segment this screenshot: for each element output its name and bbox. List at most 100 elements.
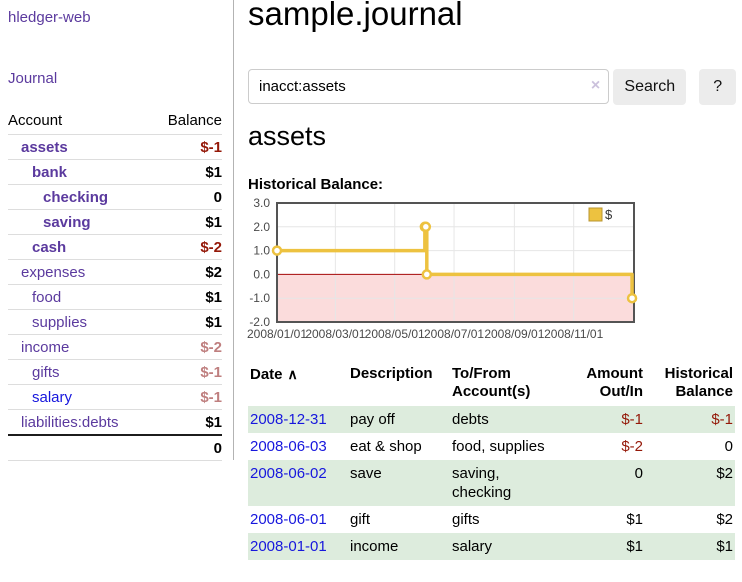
register-amount: $1 (626, 538, 643, 555)
balance-column-header: Balance (151, 108, 222, 135)
search-button[interactable]: Search (613, 69, 687, 105)
column-header-tofrom[interactable]: To/From Account(s) (452, 365, 531, 400)
register-row: 2008-06-01 gift gifts $1 $2 (248, 506, 735, 533)
x-tick-label: 2008/07/01 (424, 327, 484, 341)
account-row: expenses $2 (8, 259, 222, 285)
account-balance: $1 (151, 284, 222, 310)
sort-asc-icon: ∧ (287, 366, 298, 382)
x-tick-label: 2008/01/01 (247, 327, 307, 341)
register-balance: $2 (716, 465, 733, 482)
plot-border (276, 202, 635, 323)
column-header-historical[interactable]: Historical Balance (664, 365, 733, 400)
register-description: eat & shop (350, 438, 422, 455)
account-link[interactable]: checking (43, 189, 109, 206)
account-row: liabilities:debts $1 (8, 410, 222, 436)
clear-search-icon[interactable]: × (590, 77, 601, 94)
chart-title: Historical Balance: (248, 176, 384, 193)
register-row: 2008-06-02 save saving, checking 0 $2 (248, 460, 735, 506)
x-tick-label: 2008/09/01 (484, 327, 544, 341)
app-brand: hledger-web (8, 9, 222, 26)
y-tick-label: -1.0 (249, 291, 270, 305)
data-point-marker (271, 245, 283, 256)
register-amount: $1 (626, 511, 643, 528)
register-amount: 0 (634, 465, 643, 482)
account-row: saving $1 (8, 209, 222, 235)
register-balance: $1 (716, 538, 733, 555)
account-row: gifts $-1 (8, 359, 222, 385)
data-point-marker (421, 269, 433, 280)
register-accounts: salary (452, 538, 493, 555)
account-link[interactable]: assets (21, 139, 68, 156)
y-tick-label: 3.0 (253, 196, 270, 210)
account-row: supplies $1 (8, 309, 222, 335)
search-input[interactable] (248, 69, 610, 104)
account-link[interactable]: salary (32, 389, 73, 406)
register-accounts: gifts (452, 511, 480, 528)
account-link[interactable]: expenses (21, 264, 86, 281)
register-amount: $-2 (621, 438, 643, 455)
legend-label: $ (605, 207, 613, 222)
sidebar-item-journal[interactable]: Journal (8, 70, 58, 87)
register-rows: 2008-12-31 pay off debts $-1 $-1 2008-06-03 ea… (248, 406, 735, 560)
register-row: 2008-06-03 eat & shop food, supplies $-2 0 (248, 433, 735, 460)
register-description: income (350, 538, 399, 555)
account-link[interactable]: supplies (32, 314, 88, 331)
account-balance: 0 (151, 184, 222, 210)
account-balance: $1 (151, 159, 222, 185)
account-balance: $1 (151, 309, 222, 335)
search-bar: × Search ? (248, 69, 736, 105)
account-balance: $2 (151, 259, 222, 285)
register-row: 2008-01-01 income salary $1 $1 (248, 533, 735, 560)
register-description: pay off (350, 411, 395, 428)
register-date-link[interactable]: 2008-01-01 (250, 538, 327, 555)
help-button[interactable]: ? (699, 69, 736, 105)
y-tick-label: 1.0 (253, 244, 270, 258)
data-point-marker (626, 292, 638, 304)
account-link[interactable]: saving (43, 214, 91, 231)
register-balance: $-1 (711, 411, 733, 428)
sidebar-nav: Journal (8, 70, 222, 87)
column-header-description[interactable]: Description (350, 365, 433, 382)
account-balance: $-2 (151, 234, 222, 260)
account-row: food $1 (8, 284, 222, 310)
register-accounts: debts (452, 411, 489, 428)
search-box: × (248, 69, 610, 105)
register-table: Date ∧ Description To/From Account(s) Amount O… (248, 362, 735, 560)
account-row: assets $-1 (8, 134, 222, 160)
legend-swatch-icon (588, 207, 603, 222)
account-row: salary $-1 (8, 384, 222, 410)
x-tick-label: 2008/11/01 (544, 327, 603, 341)
register-balance: $2 (716, 511, 733, 528)
main-content: sample.journal × Search ? assets Histori… (235, 0, 742, 582)
account-table-header: Account Balance (8, 108, 222, 135)
y-tick-label: -2.0 (249, 315, 270, 329)
register-date-link[interactable]: 2008-06-01 (250, 511, 327, 528)
register-row: 2008-12-31 pay off debts $-1 $-1 (248, 406, 735, 433)
brand-link[interactable]: hledger-web (8, 9, 91, 26)
account-link[interactable]: liabilities:debts (21, 414, 119, 431)
column-header-date[interactable]: Date ∧ (250, 366, 298, 383)
chart-legend: $ (588, 207, 613, 222)
y-tick-label: 2.0 (253, 220, 270, 234)
register-heading: assets (248, 121, 327, 151)
balance-chart-svg: 3.0 2.0 1.0 0.0 -1.0 -2.02008/01/012008/03/01… (247, 196, 638, 341)
account-link[interactable]: income (21, 339, 70, 356)
register-section: Date ∧ Description To/From Account(s) Amount O… (248, 362, 735, 560)
account-link[interactable]: food (32, 289, 62, 306)
account-rows: assets $-1 bank $1 checking 0 saving $1 cash $-2 e… (8, 134, 222, 436)
data-point-marker (420, 221, 432, 233)
register-date-link[interactable]: 2008-06-02 (250, 465, 327, 482)
register-date-link[interactable]: 2008-06-03 (250, 438, 327, 455)
account-row: income $-2 (8, 334, 222, 360)
register-date-link[interactable]: 2008-12-31 (250, 411, 327, 428)
account-row: cash $-2 (8, 234, 222, 260)
account-link[interactable]: cash (32, 239, 67, 256)
column-header-amount[interactable]: Amount Out/In (586, 365, 643, 400)
register-accounts: food, supplies (452, 438, 545, 455)
register-accounts: saving, checking (452, 465, 512, 501)
account-balance: $-1 (151, 359, 222, 385)
account-link[interactable]: bank (32, 164, 68, 181)
account-balance: $-1 (151, 384, 222, 410)
account-link[interactable]: gifts (32, 364, 60, 381)
